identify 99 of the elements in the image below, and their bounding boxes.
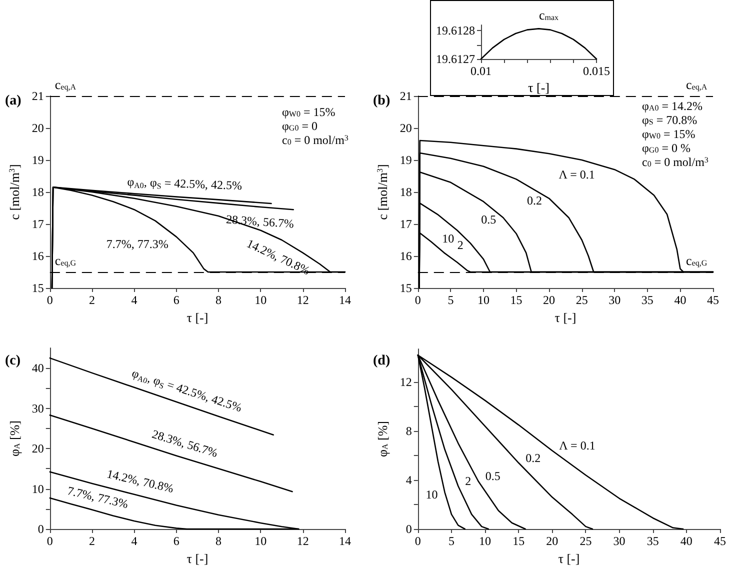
series-label: Λ = 0.1	[558, 168, 595, 182]
x-tick-label: 30	[608, 293, 621, 307]
x-tick-label: 2	[89, 293, 96, 307]
x-tick-label: 10	[479, 534, 492, 548]
chart-title: (b)	[373, 94, 390, 108]
annotation: φW0 = 15%	[642, 127, 696, 141]
x-tick-label: 25	[580, 534, 592, 548]
y-tick-label: 20	[32, 442, 44, 456]
annotation: φA0 = 14.2%	[642, 99, 702, 113]
series-label: 0.2	[526, 450, 541, 465]
x-axis-title: τ [-]	[186, 550, 208, 566]
x-tick-label: 8	[216, 534, 222, 548]
chart-title: (a)	[5, 94, 22, 108]
series-label: 0.2	[527, 193, 542, 208]
x-tick-label: 4	[131, 534, 138, 548]
x-tick-label: 10	[254, 293, 267, 307]
y-tick-label: 20	[400, 121, 412, 135]
annotation: φW0 = 15%	[282, 105, 336, 119]
y-tick-label: 20	[32, 121, 44, 135]
y-tick-label: 21	[32, 89, 44, 103]
y-tick-label: 30	[32, 401, 44, 416]
annotation: φG0 = 0 %	[642, 141, 690, 155]
annotation: cmax	[538, 8, 559, 23]
chart-title: (c)	[5, 354, 21, 368]
y-tick-label: 19.6127	[436, 52, 475, 66]
x-tick-label: 6	[173, 534, 180, 548]
x-tick-label: 10	[477, 293, 490, 307]
ref-line-label: ceq,A	[54, 77, 76, 92]
y-tick-label: 40	[32, 361, 44, 376]
x-tick-label: 12	[296, 534, 309, 548]
y-tick-label: 15	[32, 281, 44, 295]
y-axis-title: φA [%]	[375, 420, 390, 458]
y-tick-label: 19	[400, 153, 412, 167]
y-tick-label: 16	[32, 249, 44, 263]
x-tick-label: 0.01	[470, 64, 492, 78]
x-tick-label: 25	[576, 293, 588, 307]
x-tick-label: 30	[613, 534, 626, 548]
series-label: 2	[457, 238, 464, 252]
chart-title: (d)	[373, 354, 390, 368]
y-axis-title: c [mol/m3]	[7, 164, 22, 220]
y-tick-label: 19	[32, 153, 44, 167]
x-tick-label: 0	[46, 534, 53, 548]
x-tick-label: 35	[646, 534, 659, 548]
x-tick-label: 20	[543, 293, 556, 307]
y-tick-label: 18	[32, 185, 44, 199]
series-label: 0.5	[481, 212, 496, 227]
x-tick-label: 0	[46, 293, 53, 307]
x-tick-label: 10	[254, 534, 267, 548]
x-tick-label: 5	[448, 534, 454, 548]
y-tick-label: 21	[400, 89, 412, 103]
x-tick-label: 45	[714, 534, 726, 548]
x-tick-label: 6	[173, 293, 180, 307]
series-label: 7.7%, 77.3%	[106, 236, 168, 251]
x-tick-label: 45	[707, 293, 719, 307]
ref-line-label: ceq,G	[54, 253, 76, 268]
series-label: 10	[426, 487, 438, 502]
ref-line-label: ceq,G	[686, 253, 708, 268]
x-tick-label: 40	[680, 534, 692, 548]
x-tick-label: 4	[131, 293, 138, 307]
y-tick-label: 15	[400, 281, 412, 295]
ref-line-label: ceq,A	[686, 77, 708, 92]
x-tick-label: 14	[339, 534, 351, 548]
y-axis-title: φA [%]	[7, 420, 22, 457]
y-axis-title: c [mol/m3]	[375, 164, 390, 220]
x-tick-label: 2	[89, 534, 96, 548]
y-tick-label: 8	[406, 424, 412, 438]
x-axis-title: τ [-]	[528, 80, 550, 95]
x-tick-label: 12	[296, 293, 309, 307]
x-axis-title: τ [-]	[554, 310, 576, 325]
x-tick-label: 0	[414, 534, 421, 548]
y-tick-label: 12	[400, 375, 412, 390]
y-tick-label: 18	[400, 185, 412, 199]
x-tick-label: 20	[546, 534, 558, 548]
y-tick-label: 19.6128	[436, 24, 475, 38]
x-axis-title: τ [-]	[186, 310, 208, 325]
x-tick-label: 35	[641, 293, 654, 307]
x-tick-label: 8	[216, 293, 222, 307]
y-tick-label: 0	[406, 522, 412, 536]
series-label: 0.5	[485, 469, 500, 484]
text: 28.3%, 56.7%	[150, 426, 220, 460]
y-tick-label: 10	[32, 482, 44, 496]
series-label: Λ = 0.1	[559, 438, 596, 453]
x-axis-title: τ [-]	[558, 550, 580, 566]
x-tick-label: 0	[414, 293, 421, 307]
x-tick-label: 15	[512, 534, 525, 548]
series-label: 2	[465, 474, 472, 488]
y-tick-label: 17	[32, 217, 44, 231]
y-tick-label: 4	[406, 473, 412, 488]
x-tick-label: 15	[510, 293, 522, 307]
x-tick-label: 0.015	[583, 64, 610, 78]
y-tick-label: 0	[38, 522, 44, 536]
annotation: φS = 70.8%	[642, 113, 698, 127]
text: φA0, φS = 42.5%, 42.5%	[130, 366, 244, 415]
x-tick-label: 14	[339, 293, 351, 307]
x-tick-label: 5	[448, 293, 454, 307]
y-tick-label: 16	[400, 249, 412, 263]
x-tick-label: 40	[674, 293, 686, 307]
y-tick-label: 17	[400, 217, 412, 231]
annotation: φG0 = 0	[282, 119, 318, 133]
